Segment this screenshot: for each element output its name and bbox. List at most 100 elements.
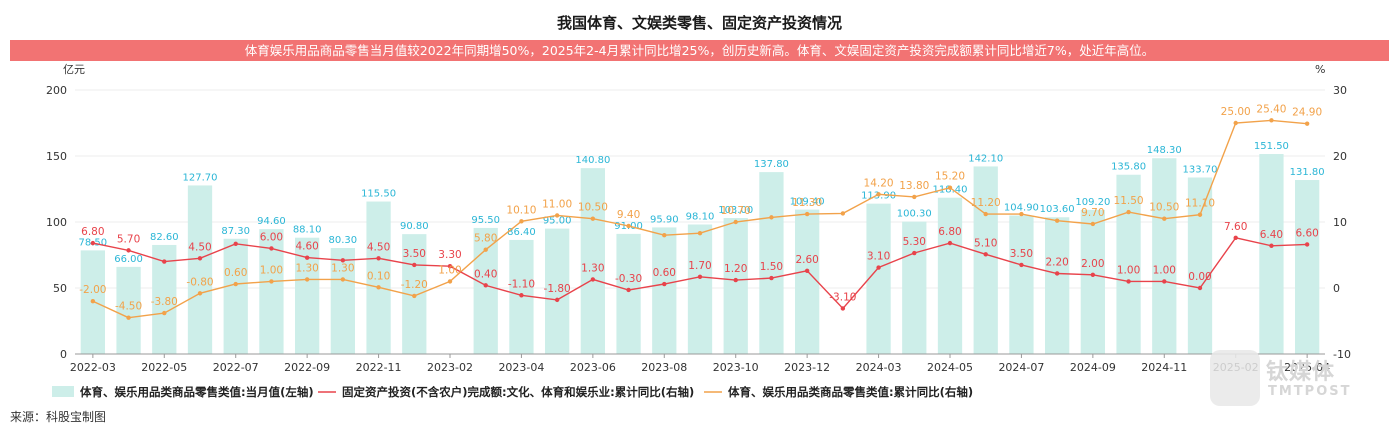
retail-yoy-point [269, 279, 274, 284]
bar [1295, 180, 1320, 354]
bar [223, 238, 248, 354]
fai-yoy-point [626, 287, 631, 293]
fai-yoy-label: 3.50 [1010, 248, 1033, 260]
fai-yoy-label: 6.60 [1295, 227, 1318, 239]
source-note: 来源：科股宝制图 [10, 410, 107, 424]
retail-yoy-label: -0.80 [186, 276, 213, 288]
retail-yoy-point [1090, 221, 1096, 227]
left-axis-unit: 亿元 [63, 63, 85, 76]
bar [652, 227, 677, 354]
bar [1187, 177, 1213, 354]
bar [1116, 174, 1141, 354]
fai-yoy-point [804, 268, 810, 274]
retail-yoy-label: 10.50 [1149, 202, 1179, 214]
bar [1009, 215, 1034, 354]
left-tick-label: 0 [60, 348, 67, 361]
bar [187, 185, 213, 354]
bar-label: 140.80 [575, 155, 610, 166]
bar [1080, 209, 1105, 354]
fai-yoy-label: 0.00 [1188, 271, 1211, 283]
bar-label: 80.30 [329, 235, 358, 246]
fai-yoy-label: 3.10 [867, 251, 890, 263]
legend-swatch-bar [52, 386, 74, 397]
fai-yoy-point [1019, 262, 1024, 268]
retail-yoy-label: -1.20 [401, 279, 428, 291]
fai-yoy-label: 4.50 [367, 241, 390, 253]
retail-yoy-label: 10.70 [721, 205, 751, 217]
fai-yoy-point [1162, 279, 1167, 284]
retail-yoy-label: 10.10 [506, 204, 536, 216]
retail-yoy-label: 15.20 [935, 171, 965, 183]
fai-yoy-label: -1.80 [544, 283, 571, 295]
bar [1152, 158, 1177, 354]
bar-label: 95.50 [471, 215, 500, 226]
retail-yoy-label: -2.00 [79, 284, 106, 296]
retail-yoy-point [590, 216, 596, 221]
fai-yoy-point [412, 262, 417, 268]
retail-yoy-label: 1.00 [260, 264, 283, 276]
retail-yoy-label: 11.10 [1185, 198, 1215, 210]
legend: 体育、娱乐用品类商品零售类值:当月值(左轴) 固定资产投资(不含农户)完成额:文化… [52, 385, 973, 399]
fai-yoy-point [1197, 285, 1203, 291]
retail-yoy-point [554, 213, 560, 218]
bar-label: 148.30 [1147, 145, 1182, 156]
summary-banner: 体育娱乐用品商品零售当月值较2022年同期增50%，2025年2-4月累计同比增… [10, 40, 1389, 61]
fai-yoy-point [1304, 242, 1310, 247]
retail-yoy-point [162, 310, 167, 316]
fai-yoy-point [1233, 235, 1238, 241]
bar-label: 151.50 [1254, 141, 1289, 152]
fai-yoy-label: 4.50 [188, 241, 211, 253]
bar [687, 224, 713, 354]
fai-yoy-label: 5.10 [974, 237, 997, 249]
fai-yoy-label: 1.70 [688, 260, 711, 272]
fai-yoy-point [519, 293, 524, 298]
left-tick-label: 150 [46, 150, 67, 163]
left-tick-label: 100 [46, 216, 67, 229]
retail-yoy-point [90, 299, 96, 304]
retail-yoy-point [1233, 120, 1238, 126]
x-tick-label: 2023-10 [713, 361, 759, 374]
fai-yoy-point [1054, 271, 1060, 276]
x-tick-label: 2022-07 [213, 361, 259, 374]
bar-label: 135.80 [1111, 162, 1146, 173]
bar [937, 197, 963, 354]
bar [973, 166, 998, 354]
bar-label: 86.40 [507, 227, 536, 238]
watermark-en: TMTPOST [1268, 384, 1352, 399]
retail-yoy-label: 9.40 [617, 209, 640, 221]
x-tick-label: 2024-11 [1141, 361, 1187, 374]
fai-yoy-label: 2.60 [795, 254, 818, 266]
bar-label: 95.00 [543, 216, 572, 227]
retail-yoy-label: 14.20 [864, 177, 894, 189]
fai-yoy-label: 5.70 [117, 233, 140, 245]
bar-label: 94.60 [257, 216, 286, 227]
fai-yoy-point [1126, 279, 1131, 284]
retail-yoy-label: 11.20 [971, 197, 1001, 209]
fai-yoy-point [947, 240, 953, 246]
retail-yoy-point [662, 233, 667, 238]
retail-yoy-label: 0.10 [367, 270, 390, 282]
retail-yoy-point [876, 192, 881, 197]
fai-yoy-point [840, 306, 846, 311]
fai-yoy-point [876, 265, 881, 270]
bar-label: 103.60 [1040, 204, 1075, 215]
bar [723, 218, 748, 354]
bar-label: 131.80 [1290, 167, 1325, 178]
bar [616, 233, 641, 354]
bar-label: 115.50 [361, 189, 396, 200]
fai-yoy-label: 1.00 [1153, 264, 1176, 276]
fai-yoy-label: 1.30 [581, 262, 604, 274]
right-axis-unit: % [1315, 63, 1325, 76]
fai-yoy-point [1269, 243, 1274, 248]
legend-label: 体育、娱乐用品类商品零售类值:累计同比(右轴) [728, 385, 973, 399]
x-tick-label: 2024-09 [1070, 361, 1116, 374]
fai-yoy-point [269, 246, 274, 251]
bar-label: 66.00 [114, 254, 143, 265]
fai-yoy-label: 1.50 [760, 261, 783, 273]
fai-yoy-label: 7.60 [1224, 221, 1247, 233]
retail-yoy-point [1269, 118, 1274, 123]
legend-label: 固定资产投资(不含农户)完成额:文化、体育和娱乐业:累计同比(右轴) [342, 385, 694, 399]
retail-yoy-label: 1.30 [295, 262, 318, 274]
fai-yoy-label: 1.00 [1117, 264, 1140, 276]
retail-yoy-label: -3.80 [151, 296, 178, 308]
